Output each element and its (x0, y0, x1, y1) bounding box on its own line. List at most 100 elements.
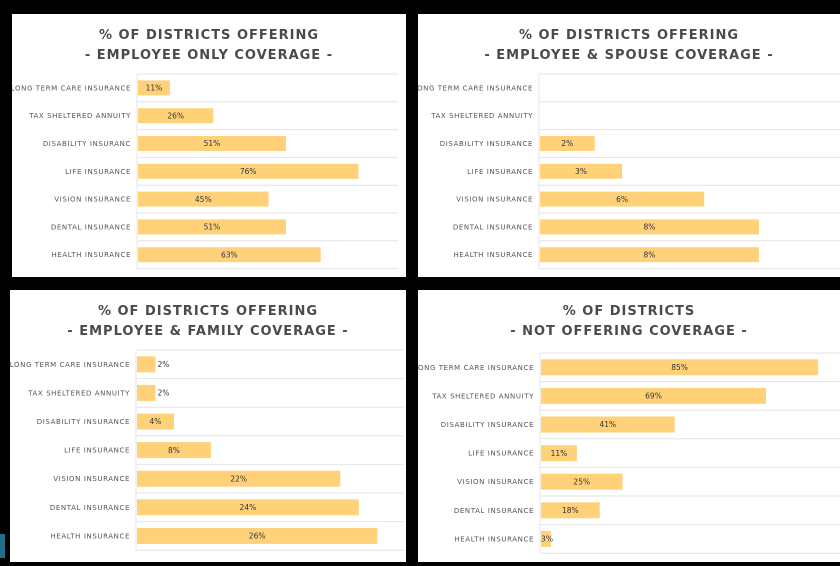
bar (138, 219, 286, 235)
category-label: LIFE INSURANCE (467, 168, 533, 176)
bar (138, 108, 214, 124)
bar (138, 163, 359, 179)
category-label: DISABILITY INSURANC (43, 140, 131, 148)
value-label: 6% (616, 195, 628, 204)
value-label: 41% (600, 420, 617, 429)
bar (137, 384, 156, 401)
chart-panel-not-offering: % OF DISTRICTS - NOT OFFERING COVERAGE -… (418, 290, 840, 562)
bar (540, 219, 759, 235)
category-label: TAX SHELTERED ANNUITY (28, 112, 131, 120)
category-label: LONG TERM CARE INSURANCE (10, 361, 130, 369)
category-label: VISION INSURANCE (456, 196, 533, 204)
bar (137, 527, 378, 544)
chart-subtitle: - EMPLOYEE & SPOUSE COVERAGE - (484, 48, 774, 63)
value-label: 3% (575, 167, 587, 176)
value-label: 63% (221, 250, 238, 259)
value-label: 11% (146, 84, 163, 93)
category-label: DENTAL INSURANCE (51, 223, 131, 231)
value-label: 69% (645, 392, 662, 401)
category-label: HEALTH INSURANCE (51, 251, 131, 259)
category-label: LIFE INSURANCE (468, 450, 534, 458)
bar (540, 247, 759, 263)
bar (138, 136, 286, 151)
bar (138, 247, 321, 263)
bar (540, 163, 623, 179)
bar-chart-plot: LONG TERM CARE INSURANCE 11% TAX SHELTERED… (12, 73, 398, 270)
category-label: HEALTH INSURANCE (50, 532, 130, 540)
chart-title: % OF DISTRICTS OFFERING (518, 28, 740, 43)
value-label: 26% (249, 532, 266, 541)
value-label: 25% (573, 477, 590, 486)
chart-panel-employee-family: % OF DISTRICTS OFFERING - EMPLOYEE & FAM… (10, 290, 406, 562)
chart-title-block: % OF DISTRICTS - NOT OFFERING COVERAGE - (418, 302, 840, 342)
value-label: 24% (240, 503, 257, 512)
chart-subtitle: - EMPLOYEE & FAMILY COVERAGE - (67, 324, 349, 339)
value-label: 26% (167, 111, 184, 120)
value-label: 3% (541, 535, 553, 544)
bar-chart-plot: LONG TERM CARE INSURANCE 2% TAX SHELTERED … (10, 349, 404, 551)
bar (540, 136, 595, 151)
category-label: VISION INSURANCE (53, 475, 130, 483)
value-label: 8% (644, 250, 656, 259)
value-label: 8% (644, 223, 656, 232)
value-label: 11% (551, 449, 568, 458)
bar (541, 416, 675, 433)
bar (137, 442, 211, 459)
chart-subtitle: - NOT OFFERING COVERAGE - (510, 324, 748, 339)
category-label: TAX SHELTERED ANNUITY (431, 392, 534, 400)
bar (541, 359, 819, 376)
category-label: DISABILITY INSURANCE (37, 418, 130, 426)
category-label: LIFE INSURANCE (65, 168, 131, 176)
category-label: DISABILITY INSURANCE (440, 140, 533, 148)
bar (541, 445, 577, 462)
bar (540, 191, 705, 207)
category-label: LIFE INSURANCE (64, 447, 130, 455)
chart-panel-employee-only: % OF DISTRICTS OFFERING - EMPLOYEE ONLY … (12, 14, 406, 277)
chart-subtitle: - EMPLOYEE ONLY COVERAGE - (84, 48, 334, 63)
bar (137, 356, 156, 373)
category-label: DENTAL INSURANCE (453, 223, 533, 231)
category-label: DENTAL INSURANCE (454, 507, 534, 515)
category-label: HEALTH INSURANCE (454, 535, 534, 543)
bar (137, 499, 359, 516)
category-label: LONG TERM CARE INSURANCE (418, 84, 533, 92)
bar (541, 387, 766, 404)
value-label: 2% (561, 139, 573, 148)
value-label: 76% (240, 167, 257, 176)
bar (138, 80, 170, 96)
bar (541, 502, 600, 519)
value-label: 45% (195, 195, 212, 204)
bar-chart-plot: LONG TERM CARE INSURANCE 85% TAX SHELTERED… (418, 352, 840, 554)
category-label: DENTAL INSURANCE (50, 504, 130, 512)
chart-title-block: % OF DISTRICTS OFFERING - EMPLOYEE & SPO… (418, 26, 840, 66)
value-label: 18% (562, 506, 579, 515)
category-label: VISION INSURANCE (54, 196, 131, 204)
category-label: HEALTH INSURANCE (453, 251, 533, 259)
category-label: VISION INSURANCE (457, 478, 534, 486)
value-label: 8% (168, 446, 180, 455)
category-label: LONG TERM CARE INSURANCE (12, 84, 131, 92)
bar (541, 473, 623, 490)
bar-chart-plot: LONG TERM CARE INSURANCE TAX SHELTERED AN… (418, 73, 840, 270)
value-label: 51% (204, 139, 221, 148)
bar (541, 530, 551, 547)
bar (137, 470, 341, 487)
value-label: 51% (204, 223, 221, 232)
window-edge-decoration (0, 534, 5, 558)
value-label: 4% (150, 417, 162, 426)
value-label: 2% (158, 389, 170, 398)
chart-title: % OF DISTRICTS OFFERING (98, 28, 320, 43)
chart-panel-employee-spouse: % OF DISTRICTS OFFERING - EMPLOYEE & SPO… (418, 14, 840, 277)
chart-title: % OF DISTRICTS (562, 304, 696, 319)
category-label: LONG TERM CARE INSURANCE (418, 364, 534, 372)
category-label: TAX SHELTERED ANNUITY (430, 112, 533, 120)
bar (138, 191, 269, 207)
chart-title-block: % OF DISTRICTS OFFERING - EMPLOYEE & FAM… (10, 302, 406, 342)
value-label: 85% (671, 363, 688, 372)
chart-title: % OF DISTRICTS OFFERING (97, 304, 319, 319)
value-label: 22% (230, 474, 247, 483)
chart-title-block: % OF DISTRICTS OFFERING - EMPLOYEE ONLY … (12, 26, 406, 66)
value-label: 2% (158, 360, 170, 369)
category-label: DISABILITY INSURANCE (441, 421, 534, 429)
bar (137, 413, 174, 430)
